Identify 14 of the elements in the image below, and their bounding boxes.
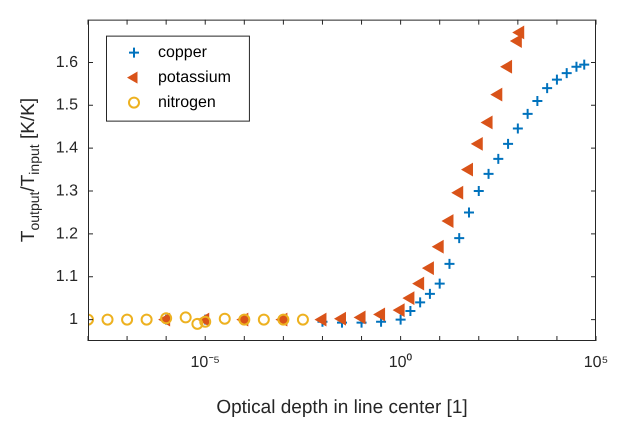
legend-label: potassium: [158, 69, 231, 86]
y-tick-label: 1.1: [56, 268, 78, 286]
x-axis-title: Optical depth in line center [1]: [216, 396, 468, 418]
x-tick-label: 10⁻⁵: [190, 354, 220, 372]
y-tick-label: 1.5: [56, 96, 78, 114]
y-tick-label: 1: [69, 310, 78, 328]
y-tick-label: 1.4: [56, 140, 78, 157]
x-tick-label: 10⁰: [388, 353, 413, 372]
x-tick-label: 10⁵: [584, 354, 608, 372]
legend-label: nitrogen: [158, 94, 216, 112]
legend-label: copper: [158, 44, 208, 62]
y-tick-label: 1.6: [56, 54, 78, 71]
y-tick-label: 1.2: [56, 225, 78, 242]
y-tick-label: 1.3: [56, 182, 78, 200]
